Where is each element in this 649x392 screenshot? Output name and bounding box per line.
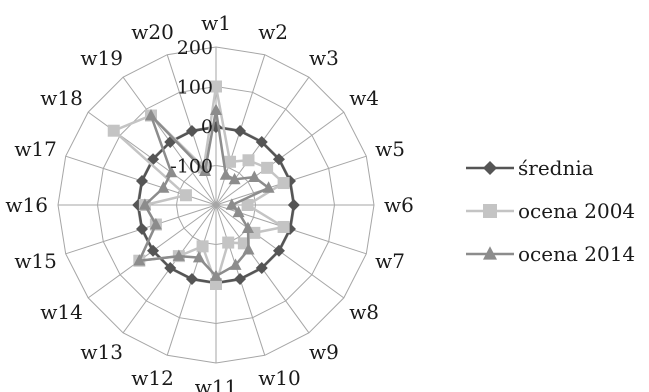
category-label: w11: [195, 375, 238, 392]
data-point: [196, 240, 209, 253]
data-point: [287, 199, 300, 211]
data-point: [277, 177, 290, 190]
tick-label: 100: [177, 77, 213, 99]
legend-label: ocena 2004: [518, 199, 635, 223]
radial-tick-labels: -100 0 100 200: [170, 37, 213, 178]
data-point: [234, 124, 247, 137]
data-point: [234, 273, 247, 286]
data-point: [135, 223, 148, 236]
legend-entry: ocena 2004: [466, 199, 635, 223]
data-point: [262, 181, 275, 193]
data-point: [224, 155, 237, 168]
data-point: [147, 244, 160, 257]
data-point: [199, 164, 212, 176]
legend-label: średnia: [518, 156, 594, 180]
data-point: [242, 154, 255, 167]
data-point: [255, 136, 268, 149]
data-point: [210, 269, 222, 281]
data-point: [107, 124, 120, 137]
data-point: [232, 205, 245, 218]
data-point: [228, 172, 241, 185]
category-label: w7: [375, 249, 405, 273]
series-2: [133, 103, 275, 281]
data-point: [255, 261, 268, 274]
data-point: [165, 165, 178, 178]
data-point: [229, 258, 242, 270]
data-point: [164, 261, 177, 274]
data-point: [225, 198, 238, 210]
category-label: w3: [309, 46, 339, 70]
data-point: [144, 108, 157, 121]
data-point: [135, 174, 148, 187]
data-point: [185, 273, 198, 286]
data-point: [157, 181, 170, 193]
data-point: [241, 221, 254, 234]
legend: średnia ocena 2004 ocena 2014: [466, 156, 635, 266]
data-point: [242, 243, 255, 255]
data-point: [192, 250, 205, 263]
category-labels: w1 w2 w3 w4 w5 w6 w7 w8 w9 w10 w11 w12 w13 w14 w15 w16 w…: [5, 11, 413, 392]
series-layer: [107, 80, 300, 290]
category-label: w2: [258, 20, 288, 44]
data-point: [172, 249, 185, 261]
data-point: [241, 199, 254, 211]
category-label: w20: [131, 20, 174, 44]
data-point: [210, 278, 222, 290]
category-label: w5: [375, 137, 405, 161]
data-point: [222, 236, 235, 249]
legend-entry: ocena 2014: [466, 242, 635, 266]
category-label: w17: [14, 137, 57, 161]
data-point: [179, 189, 192, 202]
category-label: w1: [201, 11, 231, 35]
category-label: w6: [384, 193, 414, 217]
data-point: [272, 153, 285, 166]
data-point: [133, 254, 146, 266]
data-point: [149, 217, 162, 230]
category-label: w10: [258, 366, 301, 390]
legend-marker: [483, 246, 497, 260]
category-label: w16: [5, 193, 48, 217]
legend-entry: średnia: [466, 156, 594, 180]
data-point: [185, 124, 198, 137]
tick-label: 0: [201, 116, 213, 138]
legend-marker: [483, 161, 497, 175]
tick-label: 200: [177, 37, 213, 59]
tick-label: -100: [170, 156, 213, 178]
data-point: [248, 170, 261, 182]
data-point: [210, 80, 222, 93]
legend-label: ocena 2014: [518, 242, 635, 266]
legend-marker: [483, 204, 497, 218]
category-label: w15: [14, 249, 57, 273]
data-point: [138, 198, 151, 210]
data-point: [210, 103, 222, 115]
data-point: [261, 161, 274, 174]
category-label: w12: [131, 366, 174, 390]
data-point: [219, 168, 232, 180]
category-label: w8: [349, 300, 379, 324]
data-point: [272, 244, 285, 257]
category-label: w13: [80, 340, 123, 364]
category-label: w9: [309, 340, 339, 364]
category-label: w4: [349, 86, 379, 110]
data-point: [277, 220, 290, 233]
category-label: w19: [80, 46, 123, 70]
category-label: w14: [40, 300, 83, 324]
category-label: w18: [40, 86, 83, 110]
